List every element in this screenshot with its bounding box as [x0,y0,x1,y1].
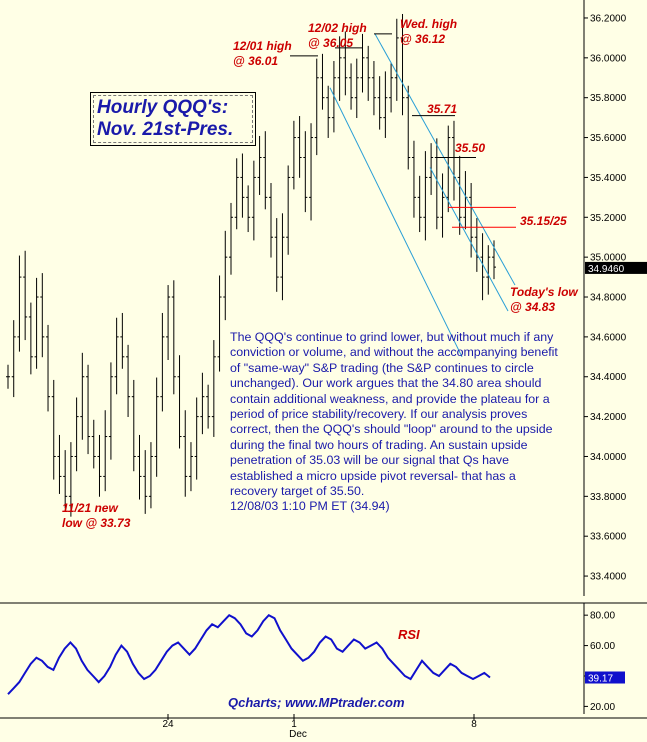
price-tick-label: 36.0000 [590,53,627,64]
channel-lower [329,87,463,358]
annotation-label: @ 36.12 [400,32,445,46]
rsi-tick-label: 20.00 [590,702,615,713]
annotation-label: Wed. high [400,17,457,31]
annotation-label: 12/01 high [233,39,292,53]
price-tick-label: 35.4000 [590,173,627,184]
price-tick-label: 35.0000 [590,253,627,264]
annotation-label: @ 36.05 [308,36,353,50]
chart-title-line1: Hourly QQQ's: [97,97,229,118]
price-tick-label: 35.8000 [590,93,627,104]
annotation-label: 35.50 [455,141,485,155]
price-tick-label: 33.8000 [590,492,627,503]
current-price-label: 34.9460 [588,264,625,275]
price-tick-label: 34.0000 [590,452,627,463]
x-tick-label: 1 [291,719,297,730]
level-lines [290,33,516,228]
annotation-label: low @ 33.73 [62,516,131,530]
rsi-current-label: 39.17 [588,674,613,685]
x-tick-label: 8 [471,719,477,730]
price-tick-label: 36.2000 [590,13,627,24]
channel-upper [374,33,516,286]
channel-lines [329,33,516,358]
annotation-label: @ 34.83 [510,300,555,314]
price-tick-label: 33.6000 [590,532,627,543]
annotation-label: 11/21 new [62,501,118,515]
rsi-tick-label: 60.00 [590,641,615,652]
annotations: 12/01 high@ 36.01 12/02 high@ 36.05 Wed. h… [62,17,578,530]
chart-credit: Qcharts; www.MPtrader.com [228,695,405,710]
annotation-label: 35.15/25 [520,214,567,228]
price-tick-label: 35.6000 [590,133,627,144]
price-tick-label: 34.6000 [590,332,627,343]
rsi-tick-label: 80.00 [590,611,615,622]
current-price-box [585,261,647,274]
price-y-axis: 36.2000 36.0000 35.8000 35.6000 35.4000 35.20… [583,0,647,596]
rsi-current-box [585,671,625,684]
price-tick-label: 34.8000 [590,293,627,304]
price-tick-label: 33.4000 [590,572,627,583]
rsi-line [7,613,491,695]
annotation-label: @ 36.01 [233,54,278,68]
annotation-label: 12/02 high [308,21,367,35]
channel-inner [429,167,509,312]
chart-title-box: Hourly QQQ's: Nov. 21st-Pres. [90,92,256,146]
price-bars [6,13,496,517]
commentary-text: The QQQ's continue to grind lower, but w… [230,330,558,514]
annotation-label: 35.71 [427,102,457,116]
x-tick-label: Dec [289,729,307,740]
x-tick-label: 24 [162,719,174,730]
annotation-label: Today's low [510,285,578,299]
rsi-label: RSI [398,627,420,642]
chart-title-line2: Nov. 21st-Pres. [97,119,234,140]
price-tick-label: 34.4000 [590,372,627,383]
price-tick-label: 35.2000 [590,213,627,224]
price-tick-label: 34.2000 [590,412,627,423]
